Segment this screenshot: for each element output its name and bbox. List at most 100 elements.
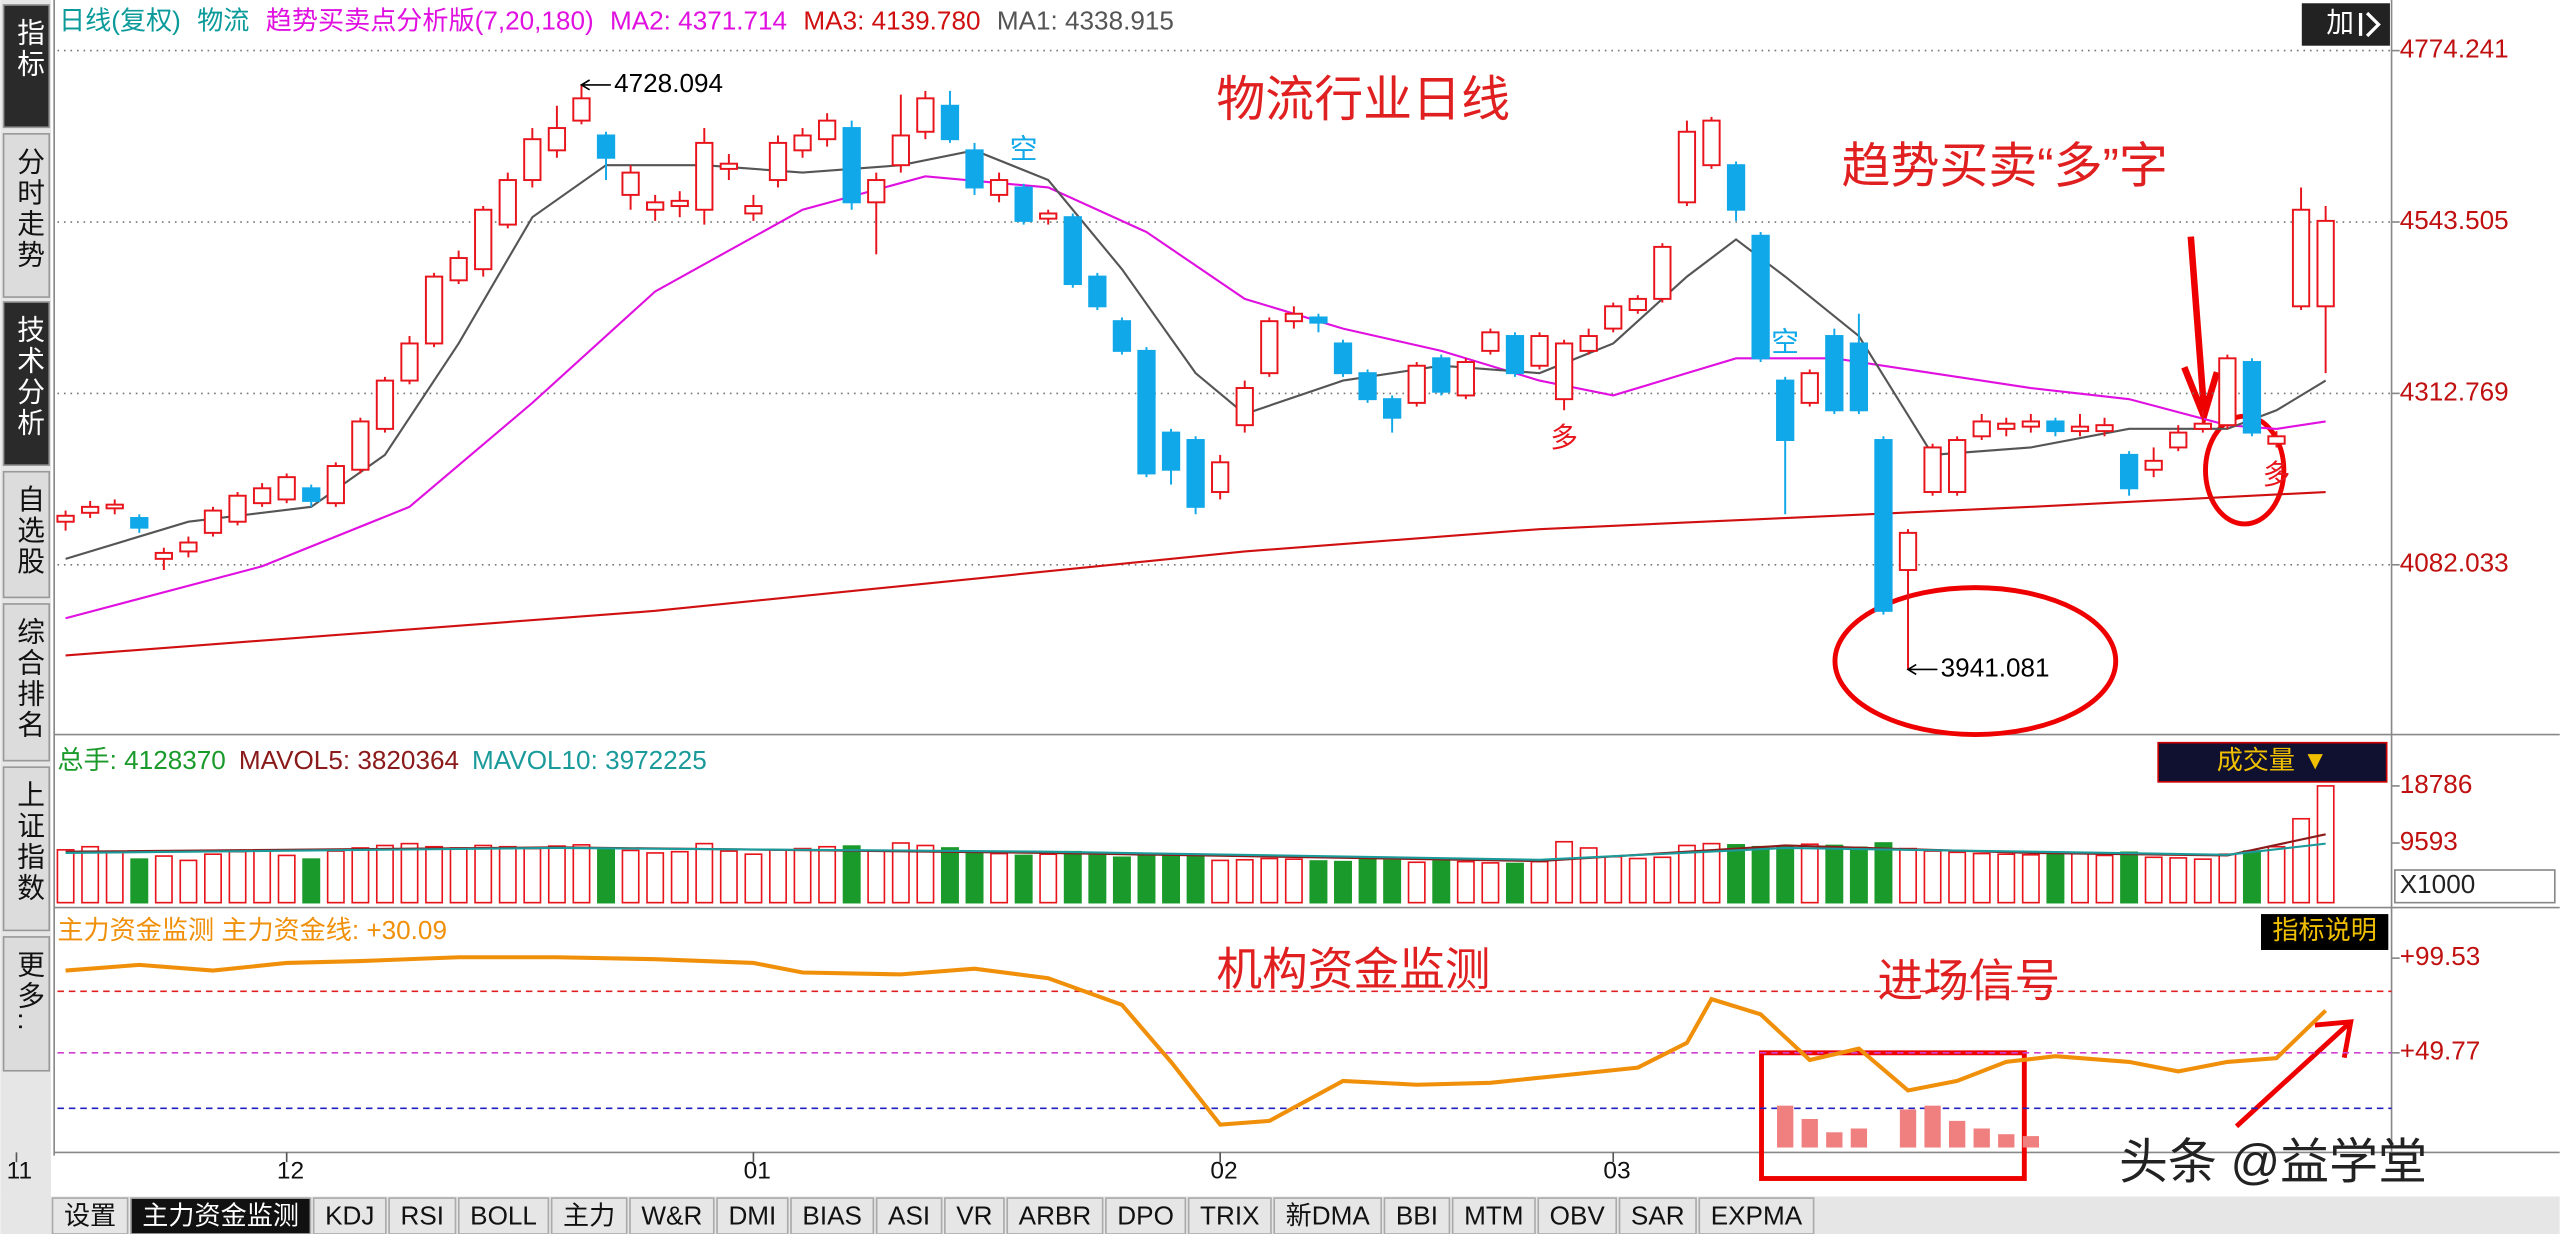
tab-label[interactable]: RSI — [401, 1201, 445, 1231]
tab[interactable] — [716, 1197, 789, 1234]
candle-body — [1186, 439, 1205, 508]
annotation: 进场信号 — [1877, 955, 2060, 1006]
tab-label[interactable]: ASI — [888, 1201, 930, 1231]
y-tick-label: 9593 — [2400, 826, 2458, 856]
tab-label[interactable]: EXPMA — [1711, 1201, 1803, 1231]
candle-body — [302, 487, 321, 502]
tab[interactable] — [1618, 1197, 1697, 1234]
tab-label[interactable]: ARBR — [1019, 1201, 1092, 1231]
tab-label[interactable]: W&R — [641, 1201, 702, 1231]
tab[interactable] — [130, 1197, 312, 1234]
candle-body — [130, 517, 149, 529]
tab[interactable] — [1273, 1197, 1383, 1234]
candle-body — [596, 134, 616, 159]
volume-bar — [1334, 860, 1352, 904]
y-tick-label: 18786 — [2400, 769, 2473, 799]
tab[interactable] — [944, 1197, 1005, 1234]
tab[interactable] — [629, 1197, 715, 1234]
sidebar-tab-label[interactable]: 综合排名 — [13, 617, 44, 741]
signal-label: 多 — [2263, 459, 2291, 490]
candle-body — [1579, 335, 1598, 352]
tab-label[interactable]: 设置 — [64, 1201, 116, 1231]
candle-body — [105, 503, 124, 510]
watermark: 头条 @益学堂 — [2119, 1135, 2427, 1189]
candle-body — [1211, 461, 1230, 493]
tab-label[interactable]: OBV — [1550, 1201, 1606, 1231]
volume-bar — [523, 847, 542, 904]
tab[interactable] — [1006, 1197, 1104, 1234]
volume-bar — [2095, 854, 2114, 904]
tab-label[interactable]: BBI — [1396, 1201, 1438, 1231]
tab[interactable] — [790, 1197, 875, 1234]
ma-line — [65, 490, 2326, 657]
add-button-label[interactable]: 加 — [2326, 7, 2354, 38]
tab-label[interactable]: TRIX — [1200, 1201, 1259, 1231]
legend-label: MA2: 4371.714 — [610, 6, 787, 36]
sidebar-tab-label[interactable]: 更多.. — [13, 950, 44, 1034]
volume-bar — [646, 852, 665, 904]
tab-label[interactable]: MTM — [1464, 1201, 1523, 1231]
tab-label[interactable]: 主力资金监测 — [142, 1201, 299, 1231]
sidebar-tab-label[interactable]: 上证指数 — [13, 780, 45, 904]
signal-bar — [1826, 1132, 1843, 1148]
candle-body — [719, 162, 739, 170]
tab[interactable] — [1105, 1197, 1187, 1234]
volume-bar — [1383, 859, 1402, 904]
tab-label[interactable]: 主力 — [563, 1201, 615, 1231]
tab[interactable] — [550, 1197, 628, 1234]
candle-body — [351, 420, 370, 471]
candle-body — [1333, 342, 1353, 375]
indicator-button[interactable] — [2260, 914, 2389, 950]
legend-label: MAVOL10: 3972225 — [472, 745, 707, 775]
sidebar-tab-label[interactable]: 自选股 — [13, 485, 45, 578]
volume-bar — [1088, 854, 1107, 904]
candle-body — [252, 487, 272, 505]
tab[interactable] — [875, 1197, 943, 1234]
tab[interactable] — [1451, 1197, 1536, 1234]
tab-label[interactable]: 新DMA — [1286, 1201, 1371, 1231]
candle-body — [695, 141, 714, 211]
tab[interactable] — [1187, 1197, 1272, 1234]
tab[interactable] — [1383, 1197, 1451, 1234]
candle-body — [2291, 208, 2311, 308]
volume-bar — [1260, 857, 1279, 904]
sidebar-tab-label[interactable]: 分时走势 — [13, 147, 45, 271]
volume-button-label[interactable]: 成交量 ▼ — [2217, 745, 2328, 775]
candle-body — [1456, 361, 1475, 397]
tab[interactable] — [51, 1197, 129, 1234]
tab[interactable] — [1698, 1197, 1815, 1234]
x-tick-label: 01 — [744, 1157, 771, 1184]
ma-line — [65, 175, 2326, 620]
volume-bar — [1186, 855, 1205, 904]
tab-label[interactable]: DPO — [1117, 1201, 1174, 1231]
volume-button[interactable] — [2157, 741, 2388, 783]
signal-bar — [1801, 1118, 1818, 1148]
indicator-button-label[interactable]: 指标说明 — [2272, 915, 2376, 945]
tab-label[interactable]: SAR — [1631, 1201, 1685, 1231]
volume-bar — [1358, 858, 1377, 904]
add-button[interactable] — [2301, 3, 2390, 46]
tab[interactable] — [312, 1197, 387, 1234]
tab-label[interactable]: VR — [956, 1201, 992, 1231]
tab-label[interactable]: KDJ — [325, 1201, 374, 1231]
tab-label[interactable]: DMI — [728, 1201, 776, 1231]
tab[interactable] — [1537, 1197, 1618, 1234]
candle-body — [2267, 435, 2286, 445]
candle-body — [621, 171, 640, 196]
tab-label[interactable]: BOLL — [470, 1201, 537, 1231]
volume-bar — [2120, 851, 2139, 904]
sidebar-tab — [2, 766, 51, 932]
volume-bar — [1530, 860, 1549, 904]
tab[interactable] — [388, 1197, 457, 1234]
candle-body — [1702, 119, 1721, 167]
tab[interactable] — [457, 1197, 550, 1234]
candle-body — [2021, 420, 2040, 428]
candle-body — [1604, 305, 1623, 330]
tab-label[interactable]: BIAS — [802, 1201, 862, 1231]
volume-bar — [719, 850, 738, 904]
volume-bar — [1235, 858, 1254, 904]
volume-bar — [204, 853, 222, 904]
candle-body — [670, 199, 689, 208]
sidebar-tab-label[interactable]: 指标 — [13, 18, 45, 80]
sidebar-tab-label[interactable]: 技术分析 — [13, 315, 45, 439]
